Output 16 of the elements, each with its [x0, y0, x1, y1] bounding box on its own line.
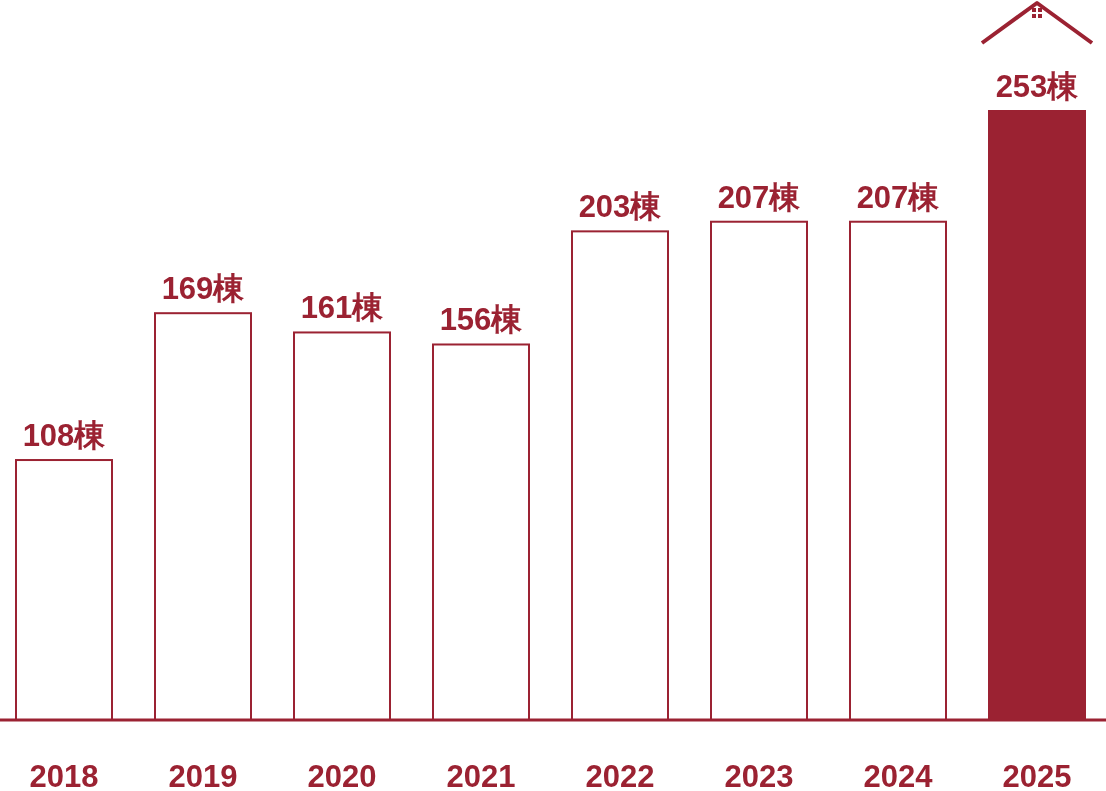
data-label: 203棟: [578, 189, 663, 225]
x-tick-label: 2024: [863, 759, 934, 791]
data-label: 156棟: [439, 302, 524, 338]
data-label: 253棟: [995, 69, 1080, 104]
data-label: 207棟: [856, 179, 941, 215]
x-tick-label: 2020: [307, 759, 377, 791]
x-tick-label: 2023: [724, 759, 794, 791]
data-label: 161棟: [300, 290, 385, 326]
data-label: 207棟: [717, 179, 802, 215]
x-tick-label: 2021: [446, 759, 516, 791]
x-tick-label: 2022: [585, 759, 655, 791]
x-tick-label: 2025: [1002, 759, 1072, 791]
data-label: 169棟: [161, 271, 246, 307]
x-tick-label: 2018: [29, 759, 99, 791]
x-tick-label: 2019: [168, 759, 238, 791]
data-label: 108棟: [22, 418, 107, 454]
